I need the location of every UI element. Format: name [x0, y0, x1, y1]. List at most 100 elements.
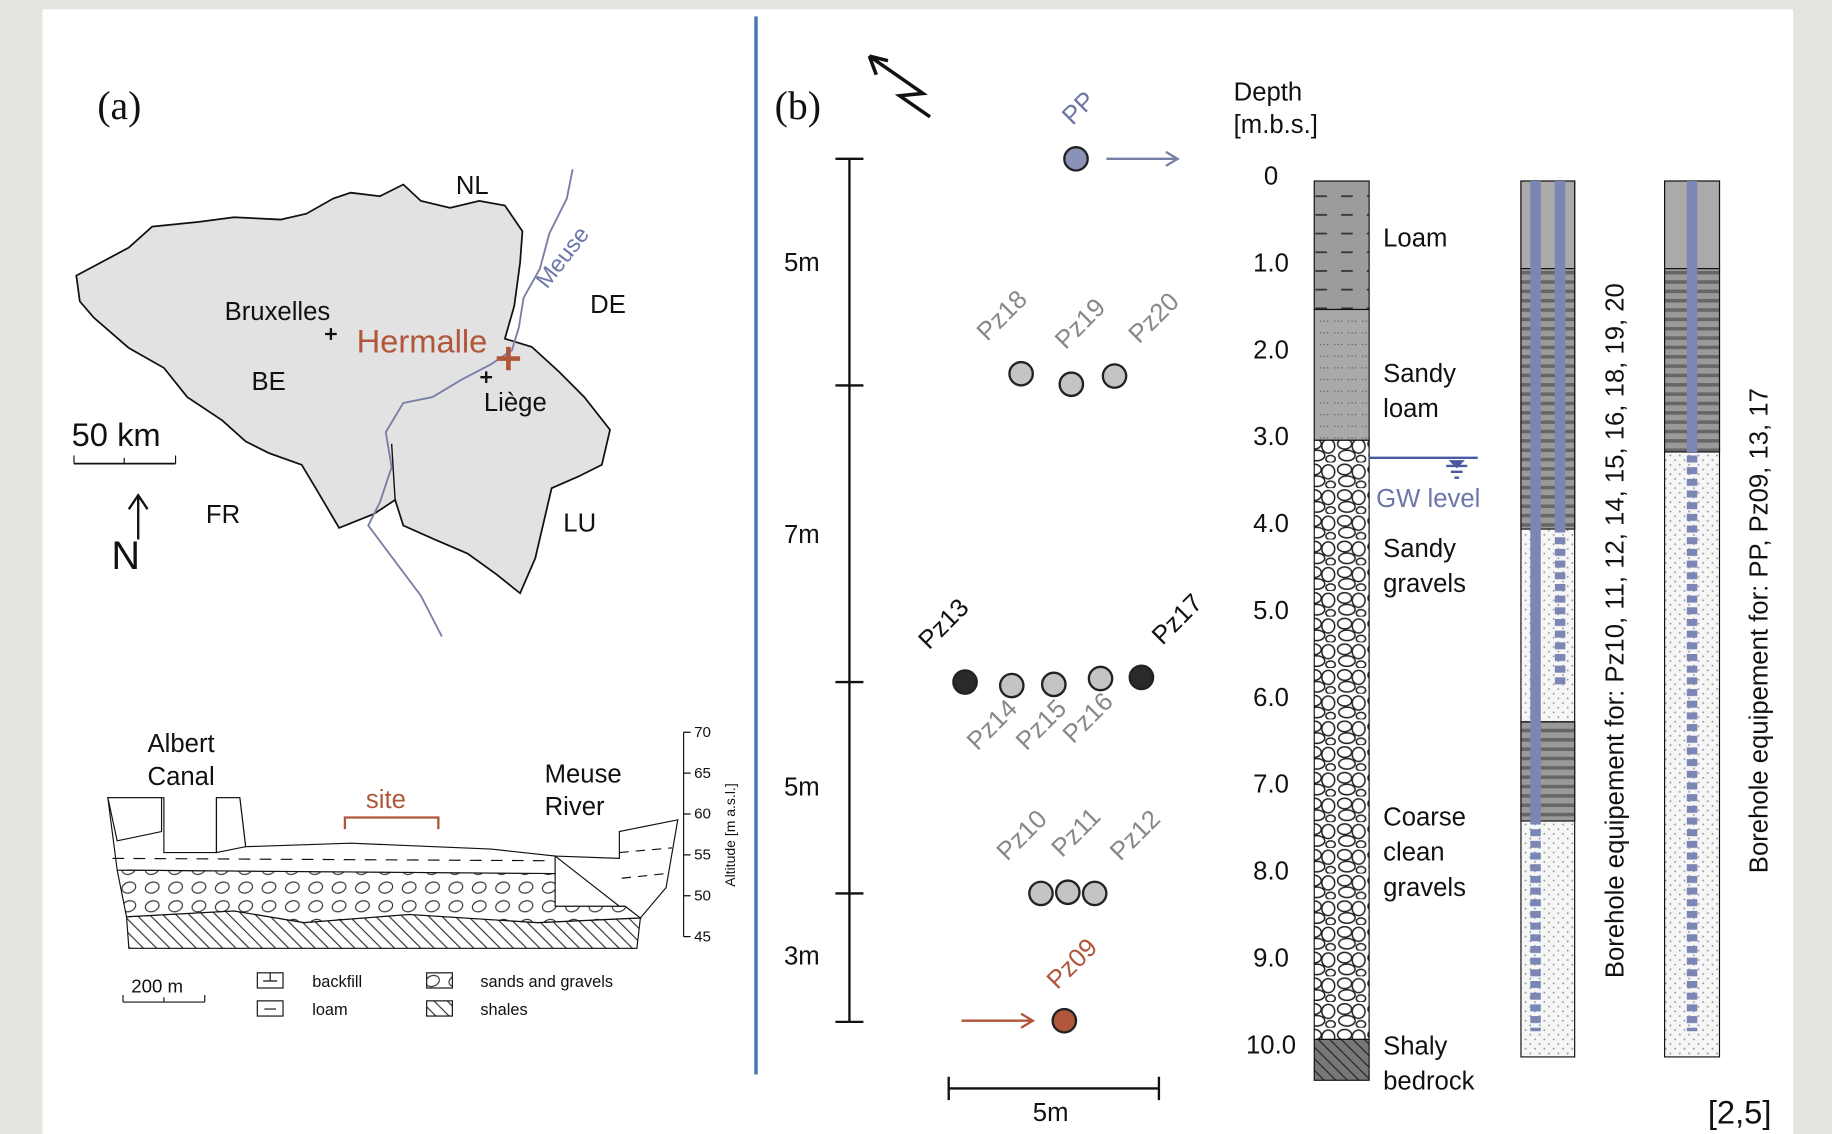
depth-tick-label: 4.0 — [1253, 510, 1289, 538]
path-shape — [75, 183, 611, 595]
legend-label: loam — [312, 1001, 347, 1019]
well-marker — [1054, 879, 1081, 906]
distance-label: 5m — [784, 773, 820, 801]
axis-title: [m.b.s.] — [1234, 111, 1318, 139]
well-marker — [1028, 880, 1054, 907]
well-marker — [1051, 1007, 1078, 1034]
axis-tick-label: 65 — [694, 765, 711, 782]
rect-shape — [1520, 721, 1576, 822]
rect-shape — [1313, 180, 1370, 311]
well-marker — [1063, 145, 1089, 172]
depth-tick-label: 1.0 — [1253, 249, 1289, 277]
citation: [2,5] — [1708, 1093, 1772, 1130]
borehole-1 — [1520, 180, 1576, 1058]
distance-label: 5m — [784, 249, 820, 277]
map — [73, 169, 611, 637]
path-shape — [867, 54, 932, 119]
panel-label: (a) — [97, 84, 141, 128]
path-shape — [619, 847, 672, 879]
axis-title: Depth — [1234, 78, 1303, 106]
rect-shape — [426, 1000, 453, 1017]
borehole-label: Borehole equipement for: Pz10, 11, 12, 1… — [1602, 283, 1630, 978]
layer-label: loam — [1383, 395, 1439, 423]
axis-tick-label: 55 — [694, 847, 711, 864]
depth-tick-label: 9.0 — [1253, 945, 1289, 973]
axis-tick-label: 45 — [694, 928, 711, 945]
stratigraphy — [1313, 180, 1478, 1081]
path-shape — [961, 1012, 1036, 1029]
axis-tick-label: 70 — [694, 724, 711, 741]
axis-tick-label: 50 — [694, 887, 711, 904]
rect-shape — [1686, 181, 1698, 452]
well-marker — [1058, 371, 1085, 398]
layer-label: clean — [1383, 839, 1444, 867]
path-shape — [947, 1076, 1161, 1101]
scale-label: 5m — [1033, 1099, 1069, 1127]
layer-label: Loam — [1383, 224, 1447, 252]
path-shape — [127, 493, 149, 540]
label: River — [545, 793, 605, 821]
path-shape — [390, 443, 396, 500]
country-label: BE — [251, 368, 285, 396]
borehole-2 — [1664, 180, 1721, 1058]
rect-shape — [1313, 308, 1370, 441]
layer-label: Shaly — [1383, 1033, 1447, 1061]
scale-label: 50 km — [72, 416, 161, 453]
path-shape — [367, 169, 574, 637]
rect-shape — [1530, 821, 1541, 1032]
path-shape — [122, 995, 206, 1003]
well-marker — [1081, 880, 1108, 907]
cross-section — [107, 731, 691, 1017]
rect-shape — [1520, 268, 1576, 530]
well-marker — [1101, 363, 1128, 389]
depth-tick-label: 5.0 — [1253, 597, 1289, 625]
north-label: N — [111, 534, 140, 578]
site-label: Hermalle — [357, 323, 488, 360]
axis-tick-label: 60 — [694, 806, 711, 823]
rect-shape — [1313, 1038, 1370, 1081]
gw-label: GW level — [1376, 485, 1480, 513]
depth-tick-label: 6.0 — [1253, 684, 1289, 712]
layer-label: Sandy — [1383, 535, 1456, 563]
depth-tick-label: 3.0 — [1253, 423, 1289, 451]
path-shape — [263, 972, 278, 982]
path-shape — [325, 328, 493, 384]
distance-label: 3m — [784, 943, 820, 971]
label: Meuse — [545, 760, 622, 788]
depth-tick-label: 7.0 — [1253, 771, 1289, 799]
country-label: FR — [206, 501, 240, 529]
rect-shape — [426, 972, 453, 989]
country-label: LU — [563, 509, 596, 537]
distance-label: 7m — [784, 521, 820, 549]
path-shape — [553, 819, 679, 919]
layer-label: Coarse — [1383, 804, 1466, 832]
layer-label: Sandy — [1383, 360, 1456, 388]
country-label: NL — [456, 172, 489, 200]
depth-tick-label: 8.0 — [1253, 858, 1289, 886]
legend-label: backfill — [312, 973, 362, 991]
path-shape — [496, 346, 521, 371]
path-shape — [116, 869, 643, 924]
layer-label: bedrock — [1383, 1068, 1475, 1096]
path-shape — [835, 157, 864, 1024]
axis-title: Altitude [m a.s.l.] — [722, 783, 738, 886]
rect-shape — [1313, 439, 1370, 1040]
legend-label: sands and gravels — [480, 973, 613, 991]
path-shape — [343, 816, 440, 830]
well-marker — [998, 672, 1025, 699]
label: Albert — [148, 730, 215, 758]
rect-shape — [1520, 180, 1576, 270]
path-shape — [1106, 150, 1180, 167]
depth-tick-label: 10.0 — [1246, 1031, 1296, 1059]
city-label: Liège — [484, 389, 547, 417]
well-marker — [1008, 360, 1034, 387]
rect-shape — [1686, 451, 1698, 1032]
path-shape — [73, 455, 177, 464]
layer-label: gravels — [1383, 874, 1466, 902]
well-marker — [1040, 671, 1067, 698]
rect-shape — [1530, 181, 1541, 822]
well-marker — [952, 669, 978, 695]
path-shape — [1448, 460, 1465, 469]
